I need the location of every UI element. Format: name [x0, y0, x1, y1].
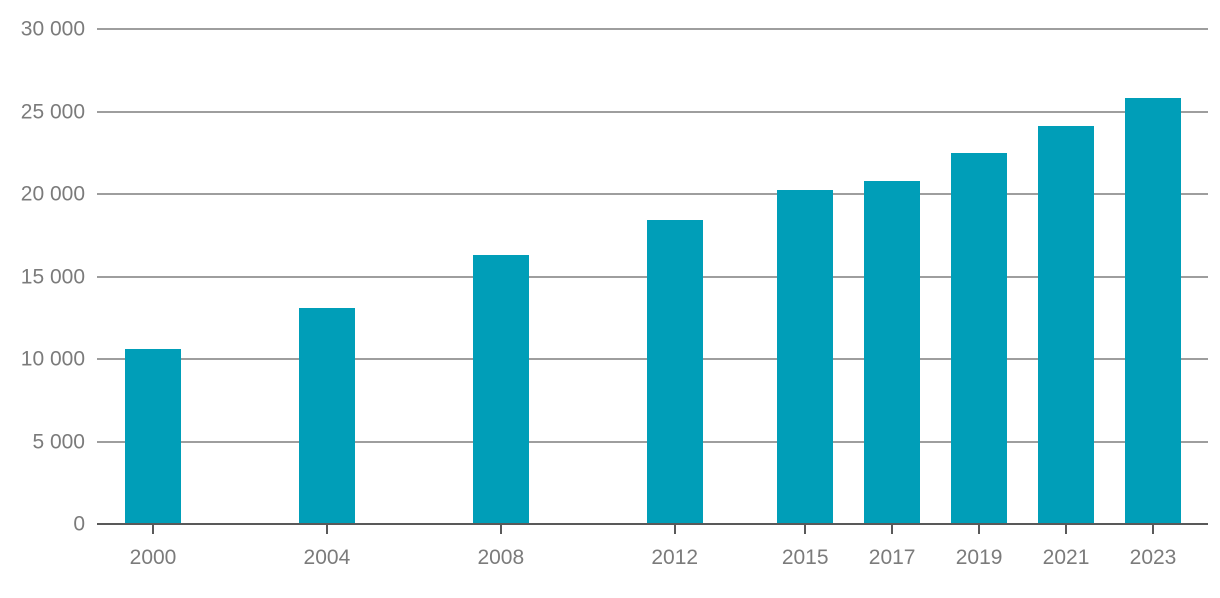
x-tick-label: 2019: [955, 546, 1003, 569]
x-axis-tick: [891, 525, 894, 534]
x-axis-tick: [152, 525, 154, 534]
bar-2019: [951, 152, 1008, 524]
x-tick-label: 2004: [303, 546, 351, 569]
gridline: [97, 110, 1208, 113]
x-tick-label: 2017: [868, 546, 916, 569]
x-tick-label: 2023: [1129, 546, 1177, 569]
x-axis-baseline: [97, 523, 1208, 525]
gridline: [97, 28, 1208, 30]
x-axis-tick: [978, 525, 981, 534]
y-tick-label: 30 000: [20, 17, 85, 41]
bar-2004: [298, 307, 355, 524]
x-tick-label: 2008: [477, 546, 525, 569]
bar-2012: [646, 220, 703, 524]
x-tick-label: 2021: [1042, 546, 1090, 569]
gridline: [97, 193, 1208, 195]
x-tick-label: 2000: [129, 546, 177, 569]
bar-2021: [1038, 126, 1095, 524]
y-tick-label: 10 000: [20, 347, 85, 371]
x-axis-tick: [499, 525, 502, 534]
y-tick-label: 25 000: [20, 100, 85, 123]
x-tick-label: 2012: [651, 546, 699, 569]
bar-2000: [125, 349, 181, 524]
bar-2017: [864, 180, 921, 524]
x-axis-tick: [1065, 525, 1068, 534]
y-tick-label: 0: [73, 512, 85, 536]
y-tick-label: 5 000: [32, 430, 85, 453]
x-axis-tick: [804, 525, 807, 534]
bar-2015: [777, 189, 834, 524]
bar-2023: [1125, 98, 1181, 524]
y-tick-label: 20 000: [20, 182, 85, 206]
y-tick-label: 15 000: [20, 265, 85, 288]
x-tick-label: 2015: [781, 546, 829, 569]
x-axis-tick: [1152, 525, 1154, 534]
x-axis-tick: [325, 525, 328, 534]
bar-2008: [472, 255, 529, 524]
x-axis-tick: [673, 525, 676, 534]
